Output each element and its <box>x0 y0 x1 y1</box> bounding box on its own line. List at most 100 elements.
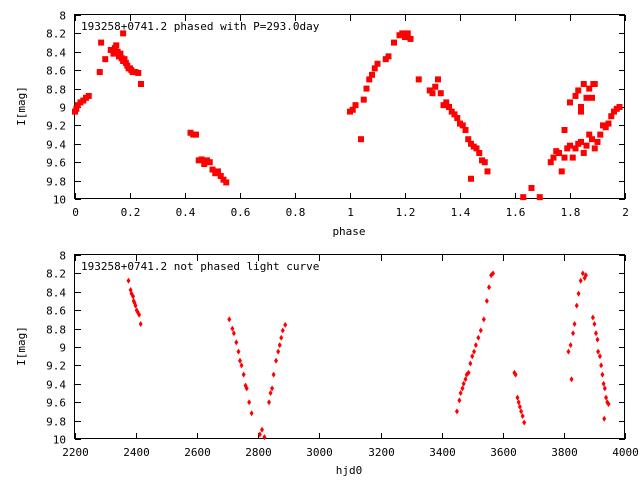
y-tick-label: 9.4 <box>46 379 66 392</box>
data-point <box>107 46 114 53</box>
data-point <box>608 113 615 120</box>
x-tick-label: 1.2 <box>396 206 416 219</box>
data-point <box>117 50 124 57</box>
data-point <box>567 99 573 106</box>
data-point <box>234 339 239 346</box>
data-point <box>459 122 466 129</box>
data-point <box>602 124 609 131</box>
data-point <box>616 104 623 110</box>
data-point <box>271 371 276 378</box>
data-point <box>98 39 105 46</box>
data-point <box>460 385 465 392</box>
data-point <box>572 92 579 99</box>
plot-frame <box>74 254 625 439</box>
data-point <box>601 380 606 387</box>
data-point <box>126 277 131 284</box>
data-point <box>247 399 252 406</box>
y-tick-label: 9.2 <box>46 360 66 373</box>
data-point <box>402 34 408 41</box>
y-tick-label: 9.6 <box>46 157 66 170</box>
data-point <box>481 316 486 323</box>
data-point <box>600 371 605 378</box>
data-point <box>231 330 236 337</box>
data-point <box>463 376 468 383</box>
data-point <box>73 105 80 112</box>
data-point <box>580 81 587 87</box>
data-point <box>201 161 208 168</box>
y-axis-label: I[mag] <box>15 326 28 366</box>
data-point <box>569 376 574 383</box>
data-point <box>198 156 205 163</box>
data-point <box>578 277 583 284</box>
x-tick-label: 2600 <box>184 446 211 459</box>
x-tick-label: 1.8 <box>561 206 581 219</box>
x-tick-label: 2200 <box>62 446 89 459</box>
x-tick-label: 0.6 <box>231 206 251 219</box>
x-tick-label: 1.6 <box>506 206 526 219</box>
y-tick-label: 8 <box>59 250 66 263</box>
y-tick-label: 9.8 <box>46 416 66 429</box>
data-point <box>407 35 414 42</box>
data-point <box>468 175 474 182</box>
data-point <box>597 353 602 360</box>
data-point <box>446 104 452 110</box>
data-point <box>193 131 199 138</box>
data-point <box>594 138 601 145</box>
data-point <box>589 136 595 143</box>
data-point <box>476 334 481 341</box>
data-point <box>550 154 557 161</box>
data-point <box>513 371 518 378</box>
data-point <box>476 150 483 156</box>
data-point <box>465 136 472 143</box>
unphased-light-curve-panel: 2200 2400 2600 2800 3000 3200 3400 3600 3800 4000… <box>15 250 639 478</box>
data-point <box>528 184 535 191</box>
data-point <box>517 403 522 410</box>
data-point <box>227 316 232 323</box>
data-point <box>590 314 595 321</box>
data-point <box>85 92 92 99</box>
data-point <box>602 385 607 392</box>
data-point <box>363 85 370 92</box>
data-point <box>360 96 367 103</box>
x-tick-label: 3800 <box>551 446 578 459</box>
data-point <box>602 415 607 422</box>
data-point <box>520 413 525 419</box>
data-point <box>558 168 565 175</box>
data-point <box>578 138 584 145</box>
data-point <box>120 30 127 37</box>
data-point <box>515 394 520 401</box>
data-point <box>277 342 282 349</box>
data-point <box>461 380 466 387</box>
data-point <box>571 330 576 337</box>
data-point <box>596 348 601 355</box>
data-point <box>470 353 475 360</box>
data-point <box>135 69 142 76</box>
data-point <box>113 42 120 49</box>
data-point <box>473 145 480 152</box>
data-point <box>516 399 521 406</box>
x-tick-label: 3400 <box>429 446 456 459</box>
data-point <box>478 327 483 334</box>
x-axis-label: hjd0 <box>336 464 363 477</box>
data-point <box>349 106 356 113</box>
data-point <box>369 71 375 78</box>
y-tick-label: 10 <box>53 434 66 447</box>
x-tick-label: 3200 <box>368 446 395 459</box>
data-point <box>468 360 473 367</box>
data-point <box>236 348 241 355</box>
data-point <box>131 293 136 300</box>
data-point <box>217 173 224 179</box>
data-point <box>473 342 478 349</box>
data-point <box>366 76 373 83</box>
data-point <box>568 342 573 349</box>
data-point <box>262 434 267 441</box>
data-point <box>556 150 562 156</box>
data-point <box>268 390 273 396</box>
y-tick-label: 9 <box>59 342 66 355</box>
y-tick-label: 8.6 <box>46 65 66 78</box>
data-point <box>593 330 598 337</box>
data-point <box>561 154 568 161</box>
data-point <box>270 385 275 392</box>
data-point <box>575 87 582 94</box>
x-tick-label: 2 <box>622 206 629 219</box>
